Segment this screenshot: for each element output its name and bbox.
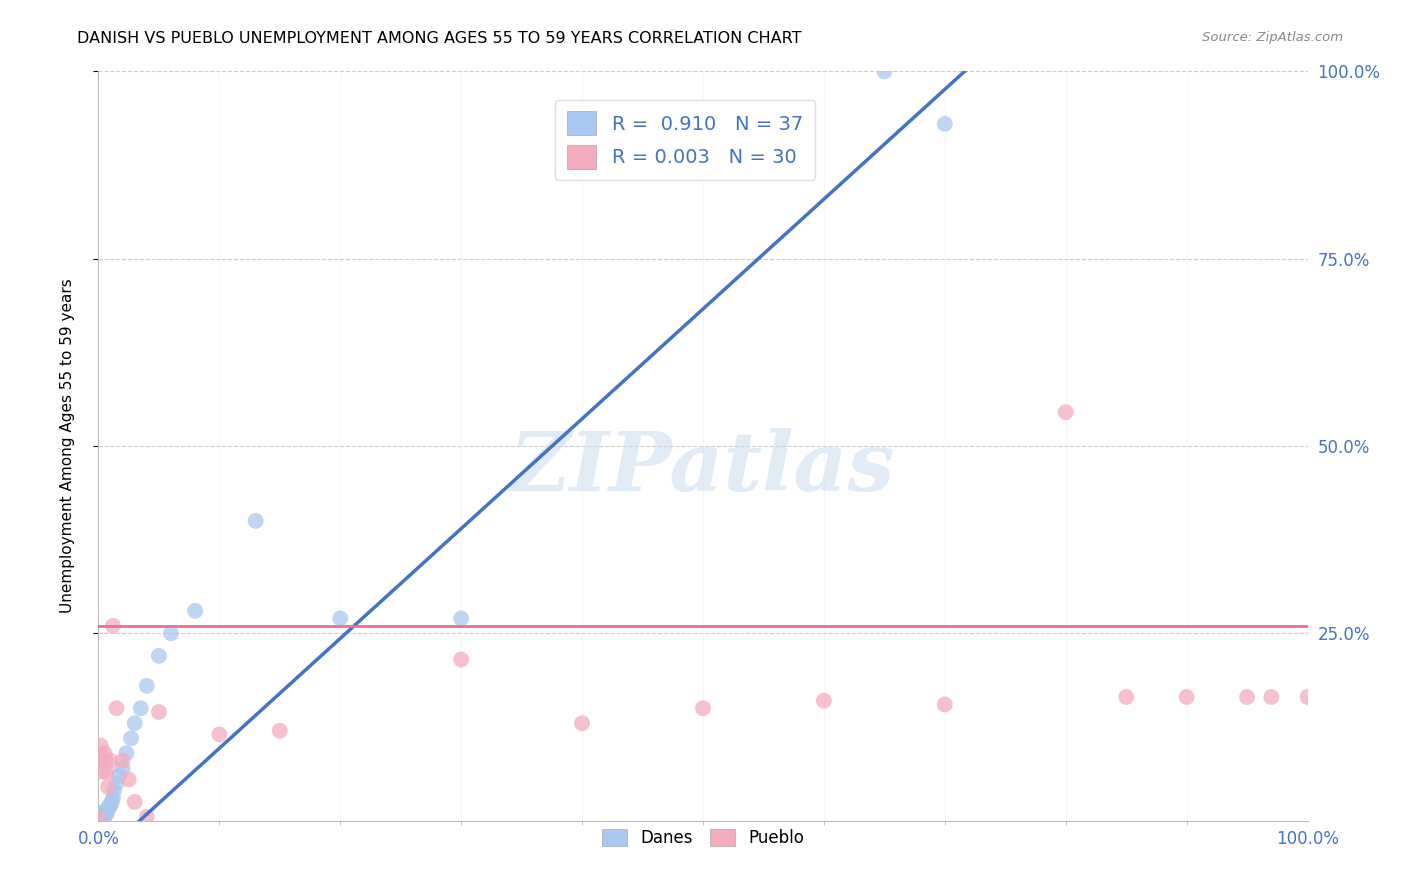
Point — [934, 698, 956, 712]
Point — [91, 807, 114, 822]
Point — [97, 780, 120, 794]
Point — [105, 701, 128, 715]
Point — [1260, 690, 1282, 704]
Point — [111, 761, 134, 775]
Point — [148, 705, 170, 719]
Point — [94, 754, 117, 768]
Point — [91, 810, 114, 824]
Point — [90, 739, 112, 753]
Point — [1175, 690, 1198, 704]
Point — [94, 805, 117, 819]
Point — [124, 795, 146, 809]
Point — [873, 64, 896, 78]
Point — [101, 791, 124, 805]
Point — [91, 764, 114, 779]
Point — [105, 776, 128, 790]
Point — [100, 798, 122, 813]
Text: DANISH VS PUEBLO UNEMPLOYMENT AMONG AGES 55 TO 59 YEARS CORRELATION CHART: DANISH VS PUEBLO UNEMPLOYMENT AMONG AGES… — [77, 31, 801, 46]
Point — [93, 746, 115, 760]
Point — [94, 807, 117, 822]
Point — [692, 701, 714, 715]
Point — [93, 810, 115, 824]
Point — [91, 806, 114, 821]
Point — [89, 810, 111, 824]
Point — [450, 611, 472, 625]
Point — [184, 604, 207, 618]
Point — [87, 810, 110, 824]
Point — [1296, 690, 1319, 704]
Point — [1115, 690, 1137, 704]
Point — [91, 810, 114, 824]
Point — [118, 772, 141, 787]
Point — [97, 802, 120, 816]
Point — [93, 806, 115, 821]
Point — [245, 514, 267, 528]
Y-axis label: Unemployment Among Ages 55 to 59 years: Unemployment Among Ages 55 to 59 years — [60, 278, 75, 614]
Point — [96, 806, 118, 821]
Point — [89, 754, 111, 768]
Point — [87, 810, 110, 824]
Point — [89, 806, 111, 821]
Point — [108, 769, 131, 783]
Point — [571, 716, 593, 731]
Point — [98, 798, 121, 813]
Point — [329, 611, 352, 625]
Point — [269, 723, 291, 738]
Text: ZIPatlas: ZIPatlas — [510, 428, 896, 508]
Point — [1054, 405, 1077, 419]
Point — [120, 731, 142, 746]
Point — [90, 806, 112, 821]
Point — [96, 764, 118, 779]
Point — [101, 619, 124, 633]
Point — [160, 626, 183, 640]
Point — [115, 746, 138, 760]
Point — [450, 652, 472, 666]
Point — [91, 750, 114, 764]
Point — [208, 727, 231, 741]
Point — [96, 802, 118, 816]
Point — [100, 795, 122, 809]
Point — [135, 810, 157, 824]
Point — [135, 679, 157, 693]
Point — [124, 716, 146, 731]
Text: Source: ZipAtlas.com: Source: ZipAtlas.com — [1202, 31, 1343, 45]
Point — [1236, 690, 1258, 704]
Point — [148, 648, 170, 663]
Point — [813, 694, 835, 708]
Point — [111, 754, 134, 768]
Point — [100, 754, 122, 768]
Point — [90, 810, 112, 824]
Legend: Danes, Pueblo: Danes, Pueblo — [596, 822, 810, 854]
Point — [934, 117, 956, 131]
Point — [103, 783, 125, 797]
Point — [129, 701, 152, 715]
